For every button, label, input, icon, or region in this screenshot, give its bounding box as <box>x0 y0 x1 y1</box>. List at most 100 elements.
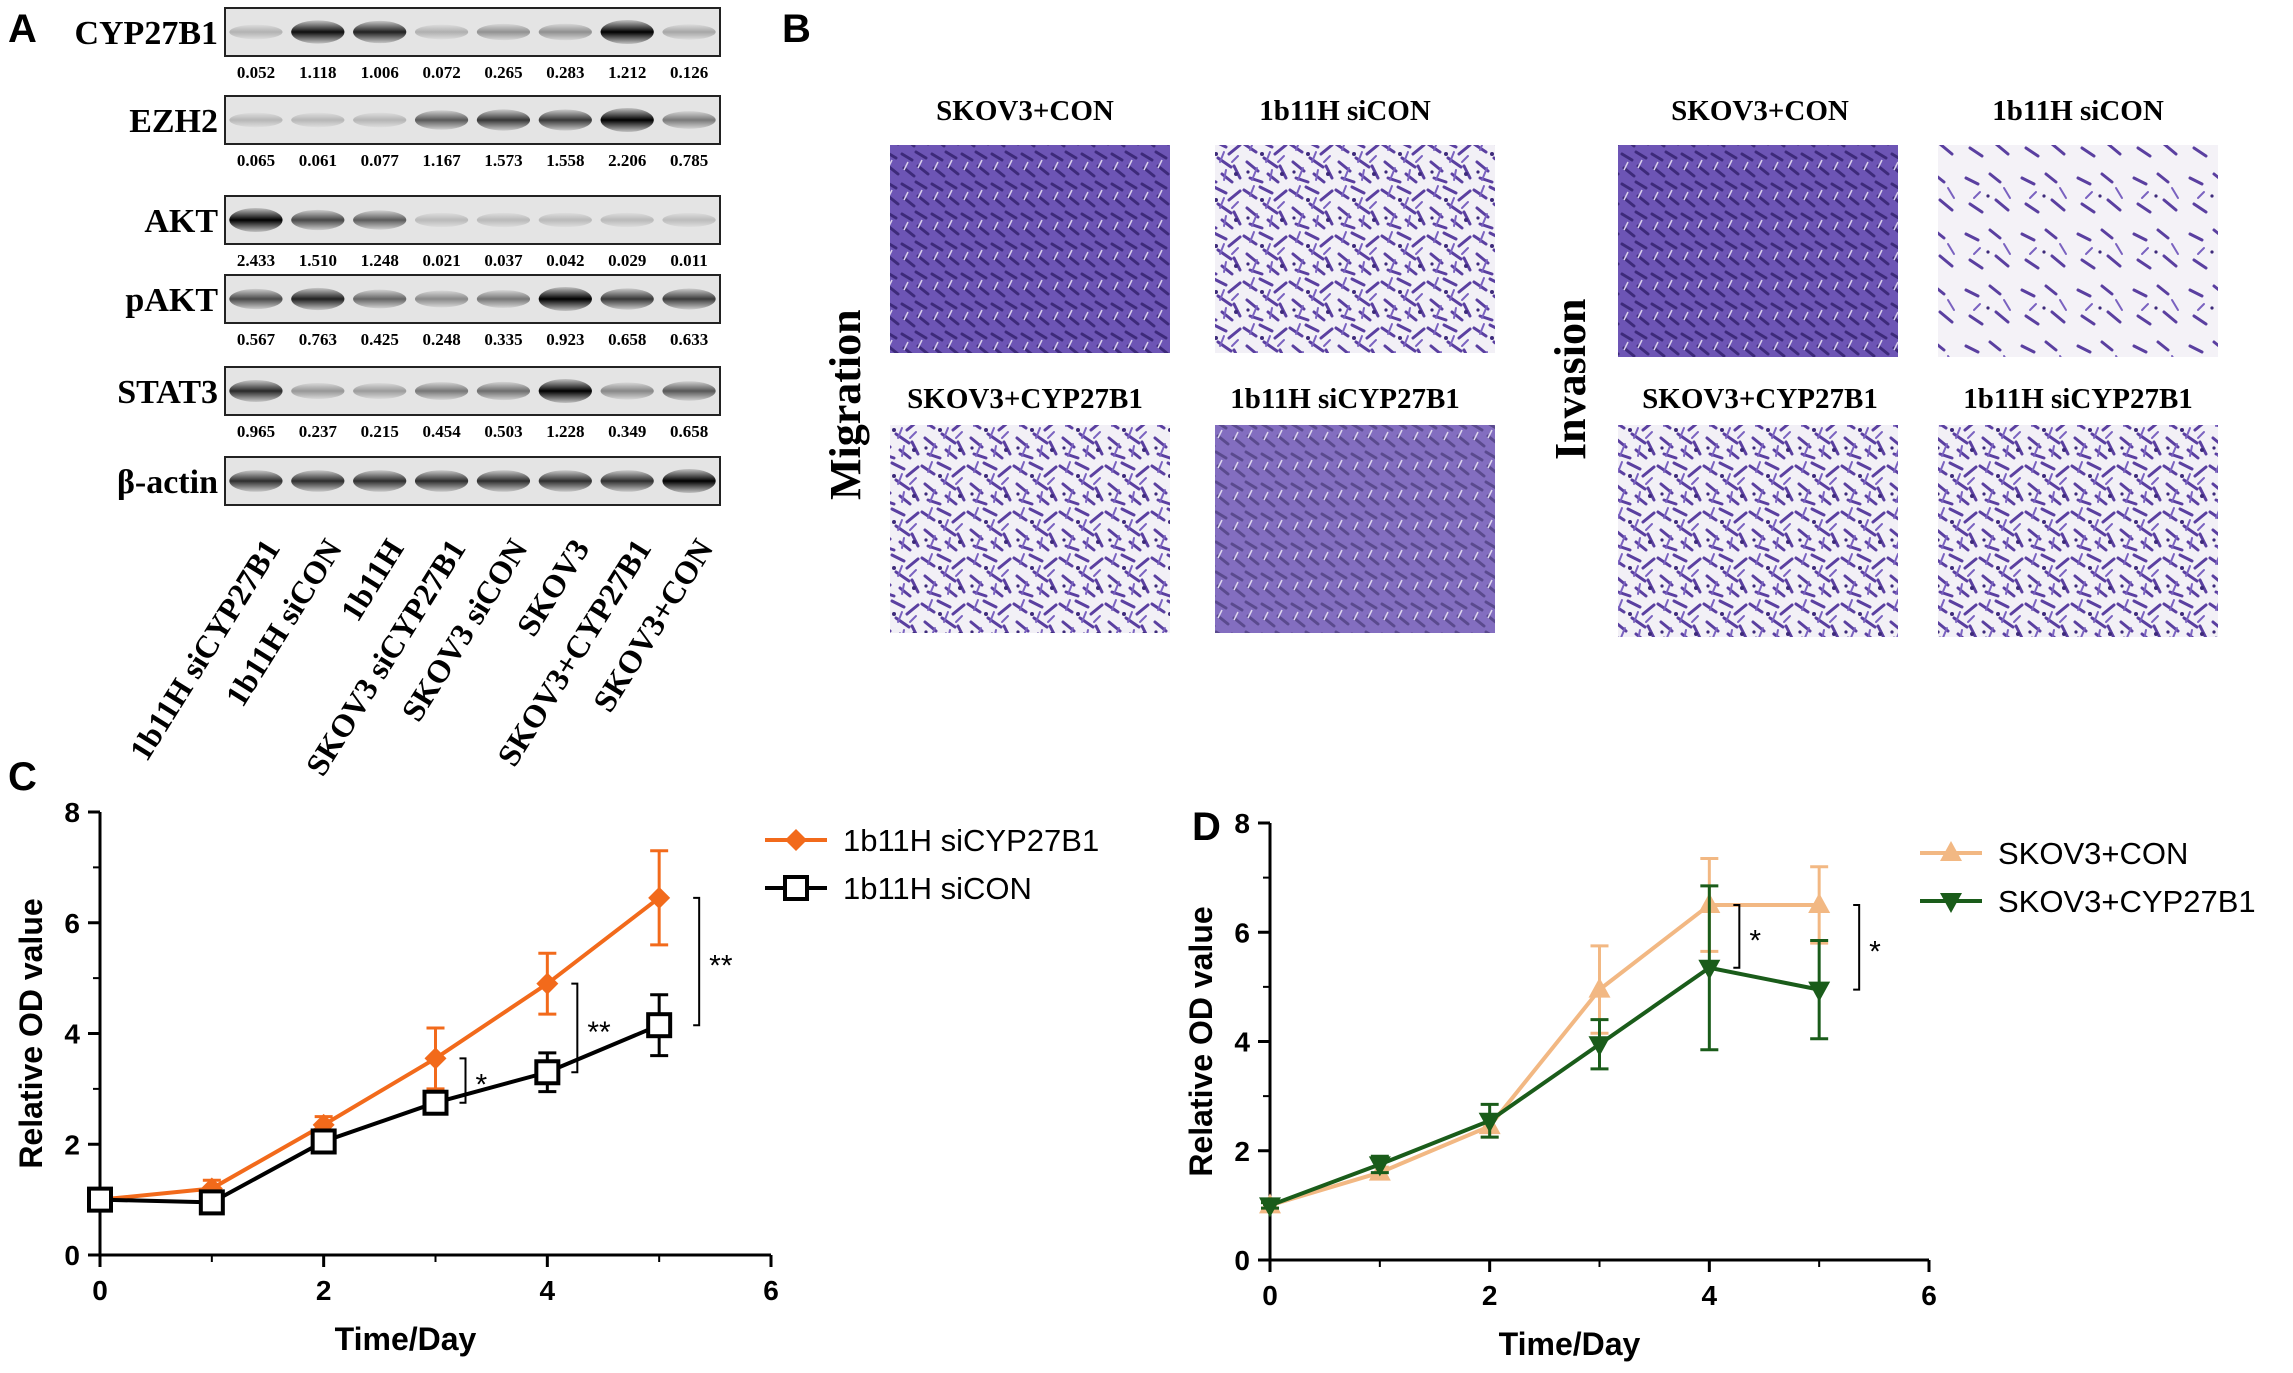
band-quantification: 0.061 <box>299 151 337 170</box>
invasion-condition-2: 1b11H siCON <box>1992 95 2164 127</box>
blot-band <box>600 382 654 400</box>
y-tick-label: 4 <box>1234 1027 1250 1058</box>
significance-label: ** <box>587 1016 611 1049</box>
y-tick-label: 8 <box>64 797 80 828</box>
blot-band <box>229 380 283 402</box>
blot-band <box>662 288 716 310</box>
legend-marker <box>785 829 807 851</box>
y-tick-label: 2 <box>64 1129 80 1160</box>
significance-label: * <box>476 1069 488 1102</box>
blot-band <box>353 20 407 44</box>
migration-condition-3: SKOV3+CYP27B1 <box>907 383 1143 415</box>
significance-bracket <box>693 896 701 1027</box>
micrograph-migration-1b11h-sicon <box>1215 145 1495 353</box>
data-point <box>424 1047 447 1070</box>
band-quantification: 0.215 <box>361 422 399 441</box>
chart-d: 0 2 4 6 0 2 4 6 8 Time/Day Relative OD value * * SKOV… <box>1183 808 2256 1362</box>
blot-band <box>229 24 283 40</box>
band-quantification: 0.335 <box>484 330 522 349</box>
band-quantification: 0.965 <box>237 422 275 441</box>
band-quantification: 0.658 <box>670 422 708 441</box>
blot-band <box>353 383 407 399</box>
data-point <box>536 972 559 995</box>
blot-band <box>414 24 469 40</box>
series-line <box>99 1023 660 1205</box>
significance-bracket <box>459 1057 467 1104</box>
data-point <box>1588 977 1611 998</box>
blot-band <box>229 288 283 310</box>
panel-label-d: D <box>1192 805 1221 849</box>
data-point <box>1259 1197 1281 1218</box>
blot-band <box>476 381 531 401</box>
transwell-panel: Migration Invasion SKOV3+CON 1b11H siCON… <box>821 95 2218 637</box>
blot-row-label: pAKT <box>125 282 218 319</box>
legend-label: SKOV3+CYP27B1 <box>1998 884 2256 919</box>
band-quantification: 0.425 <box>361 330 399 349</box>
western-blot: CYP27B1 0.052 1.118 1.006 0.072 0.265 0.283 1.2… <box>74 7 721 506</box>
band-quantification: 1.573 <box>484 151 522 170</box>
significance-label: * <box>1869 935 1881 968</box>
legend-marker <box>783 875 809 901</box>
blot-band <box>600 108 654 132</box>
band-quantification: 0.283 <box>546 63 584 82</box>
y-tick-label: 6 <box>1234 917 1250 948</box>
micrograph-migration-skov3-con <box>890 145 1170 353</box>
band-quantification: 1.228 <box>546 422 584 441</box>
migration-condition-4: 1b11H siCYP27B1 <box>1230 383 1460 415</box>
x-tick-label: 6 <box>763 1275 779 1306</box>
x-tick-label: 4 <box>1702 1280 1718 1311</box>
blot-band <box>538 109 592 131</box>
blot-band <box>291 470 345 492</box>
data-point <box>648 886 671 909</box>
band-quantification: 1.558 <box>546 151 584 170</box>
significance-bracket <box>1733 903 1741 969</box>
blot-band <box>353 470 407 492</box>
blot-band <box>600 212 654 228</box>
band-quantification: 0.454 <box>422 422 461 441</box>
x-tick-label: 2 <box>316 1275 332 1306</box>
blot-row-label: CYP27B1 <box>74 15 218 52</box>
significance-label: * <box>1749 924 1761 957</box>
invasion-label: Invasion <box>1546 299 1595 460</box>
legend-label: 1b11H siCON <box>843 871 1032 906</box>
blot-band <box>538 379 592 403</box>
band-quantification: 0.349 <box>608 422 646 441</box>
band-quantification: 1.006 <box>361 63 399 82</box>
band-quantification: 0.658 <box>608 330 646 349</box>
band-quantification: 0.052 <box>237 63 275 82</box>
y-tick-label: 8 <box>1234 808 1250 839</box>
blot-band <box>229 470 283 492</box>
blot-band <box>414 110 469 130</box>
band-quantification: 0.567 <box>237 330 276 349</box>
invasion-condition-4: 1b11H siCYP27B1 <box>1963 383 2193 415</box>
x-axis-title: Time/Day <box>335 1321 477 1357</box>
blot-band <box>291 209 345 231</box>
data-point <box>534 1059 561 1086</box>
band-quantification: 2.433 <box>237 251 275 270</box>
panel-label-b: B <box>782 7 811 51</box>
band-quantification: 0.633 <box>670 330 708 349</box>
blot-band <box>538 287 592 311</box>
blot-band <box>538 470 592 492</box>
data-point <box>1478 1112 1501 1133</box>
data-point <box>87 1186 113 1213</box>
band-quantification: 0.785 <box>670 151 708 170</box>
blot-row-label: STAT3 <box>117 374 218 411</box>
y-tick-label: 2 <box>1234 1136 1250 1167</box>
data-point <box>1808 892 1831 913</box>
band-quantification: 0.265 <box>484 63 522 82</box>
series-line <box>99 896 661 1202</box>
data-point <box>1808 981 1831 1002</box>
band-quantification: 0.237 <box>299 422 338 441</box>
legend-marker <box>1940 893 1962 913</box>
significance-bracket <box>571 982 579 1074</box>
blot-band <box>353 112 407 128</box>
band-quantification: 1.212 <box>608 63 646 82</box>
blot-band <box>291 287 345 311</box>
micrograph-invasion-skov3-cyp27b1 <box>1618 425 1898 637</box>
blot-band <box>229 208 283 232</box>
micrograph-invasion-1b11h-sicon <box>1938 145 2218 357</box>
blot-band <box>662 111 716 129</box>
